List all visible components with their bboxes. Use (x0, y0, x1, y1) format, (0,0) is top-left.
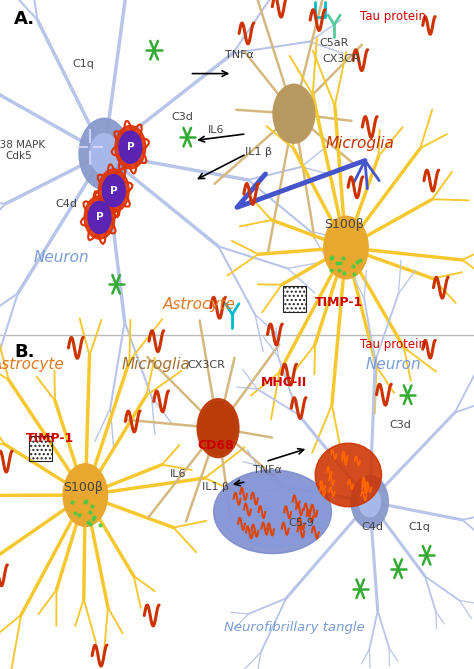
Bar (283, 286, 306, 312)
Text: Astrocyte: Astrocyte (0, 357, 65, 372)
Ellipse shape (218, 477, 327, 547)
Circle shape (79, 118, 129, 189)
Circle shape (88, 201, 111, 233)
Circle shape (359, 487, 380, 516)
Text: C3d: C3d (172, 112, 193, 122)
Text: C5-9: C5-9 (288, 518, 314, 528)
Text: P: P (110, 186, 118, 195)
Text: Tau protein: Tau protein (360, 10, 427, 23)
Text: C4d: C4d (361, 522, 383, 532)
Text: B.: B. (14, 343, 35, 361)
Text: A.: A. (14, 10, 36, 28)
Ellipse shape (315, 443, 382, 507)
Text: C1q: C1q (72, 59, 94, 68)
Text: Neuron: Neuron (34, 250, 90, 265)
Text: TNFα: TNFα (225, 50, 254, 60)
Ellipse shape (214, 470, 331, 553)
Circle shape (197, 399, 239, 458)
Text: MHC-II: MHC-II (261, 376, 308, 389)
Text: Neuron: Neuron (365, 357, 421, 372)
Text: C5aR: C5aR (319, 39, 349, 48)
Text: CX3CR: CX3CR (187, 360, 225, 369)
Circle shape (115, 126, 146, 169)
Text: Neurofibrillary tangle: Neurofibrillary tangle (224, 621, 364, 634)
Circle shape (199, 401, 237, 455)
Text: IL6: IL6 (170, 469, 186, 478)
Text: Astrocyte: Astrocyte (163, 297, 236, 312)
Circle shape (84, 196, 115, 239)
Text: P: P (127, 142, 134, 152)
Circle shape (102, 175, 125, 207)
Circle shape (324, 216, 368, 279)
Text: TNFα: TNFα (254, 465, 282, 474)
Circle shape (99, 169, 129, 212)
Circle shape (273, 84, 315, 143)
Text: C4d: C4d (55, 199, 77, 209)
Text: CX3CR: CX3CR (322, 54, 360, 64)
Text: P: P (96, 213, 103, 222)
Text: TIMP-1: TIMP-1 (26, 432, 74, 445)
Circle shape (119, 131, 142, 163)
Text: IL1 β: IL1 β (202, 482, 229, 492)
Text: S100β: S100β (324, 217, 364, 231)
Circle shape (90, 134, 118, 174)
Text: S100β: S100β (63, 480, 103, 494)
Text: C3d: C3d (390, 420, 411, 429)
Text: TIMP-1: TIMP-1 (315, 296, 364, 309)
Text: CD68: CD68 (197, 439, 234, 452)
Text: Microglia: Microglia (122, 357, 191, 372)
Text: IL1 β: IL1 β (245, 147, 272, 157)
Circle shape (351, 476, 388, 528)
Bar (29, 436, 52, 461)
Text: IL6: IL6 (208, 126, 224, 135)
Text: Tau protein: Tau protein (360, 338, 427, 351)
Text: p38 MAPK
Cdk5: p38 MAPK Cdk5 (0, 140, 45, 161)
Text: C1q: C1q (409, 522, 430, 532)
Circle shape (63, 464, 108, 527)
Text: Microglia: Microglia (326, 136, 395, 151)
